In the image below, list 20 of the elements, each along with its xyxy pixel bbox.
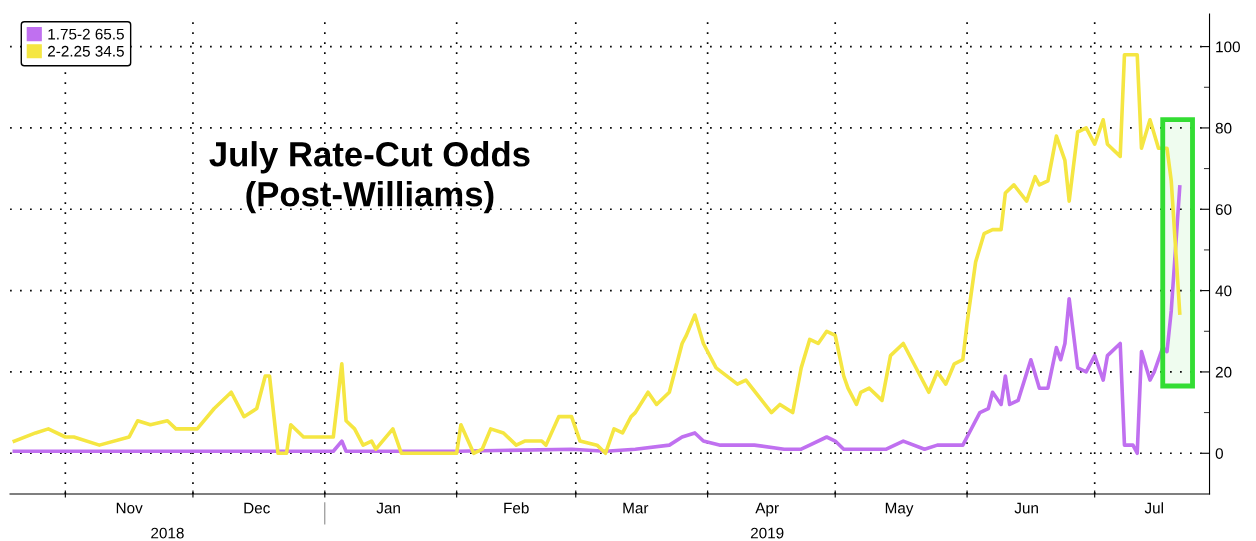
y-tick-label: 60 — [1215, 204, 1232, 215]
x2-tick-label: 2019 — [750, 527, 784, 539]
x-tick-label: May — [885, 502, 914, 517]
x-tick-label: Feb — [504, 502, 529, 514]
x-tick-label: Apr — [755, 502, 779, 517]
text: July Rate-Cut Odds (Post-Williams) — [209, 141, 530, 214]
legend-label: 1.75-2 65.5 — [48, 28, 124, 40]
x-tick-label: Dec — [244, 502, 270, 514]
y-tick-label: 100 — [1216, 41, 1240, 53]
legend-label: 2-2.25 34.5 — [48, 45, 124, 57]
x-tick-label: Jun — [1014, 502, 1038, 514]
x-tick-label: Jul — [1144, 502, 1163, 514]
y-tick-label: 80 — [1215, 122, 1232, 134]
x-tick-label: Jan — [376, 502, 400, 514]
y-tick-label: 40 — [1215, 285, 1232, 297]
x-tick-label: Nov — [116, 502, 143, 514]
x2-tick-label: 2018 — [151, 527, 184, 539]
y-tick-label: 0 — [1215, 448, 1223, 459]
y-tick-label: 20 — [1215, 366, 1232, 378]
x-tick-label: Mar — [623, 502, 649, 514]
